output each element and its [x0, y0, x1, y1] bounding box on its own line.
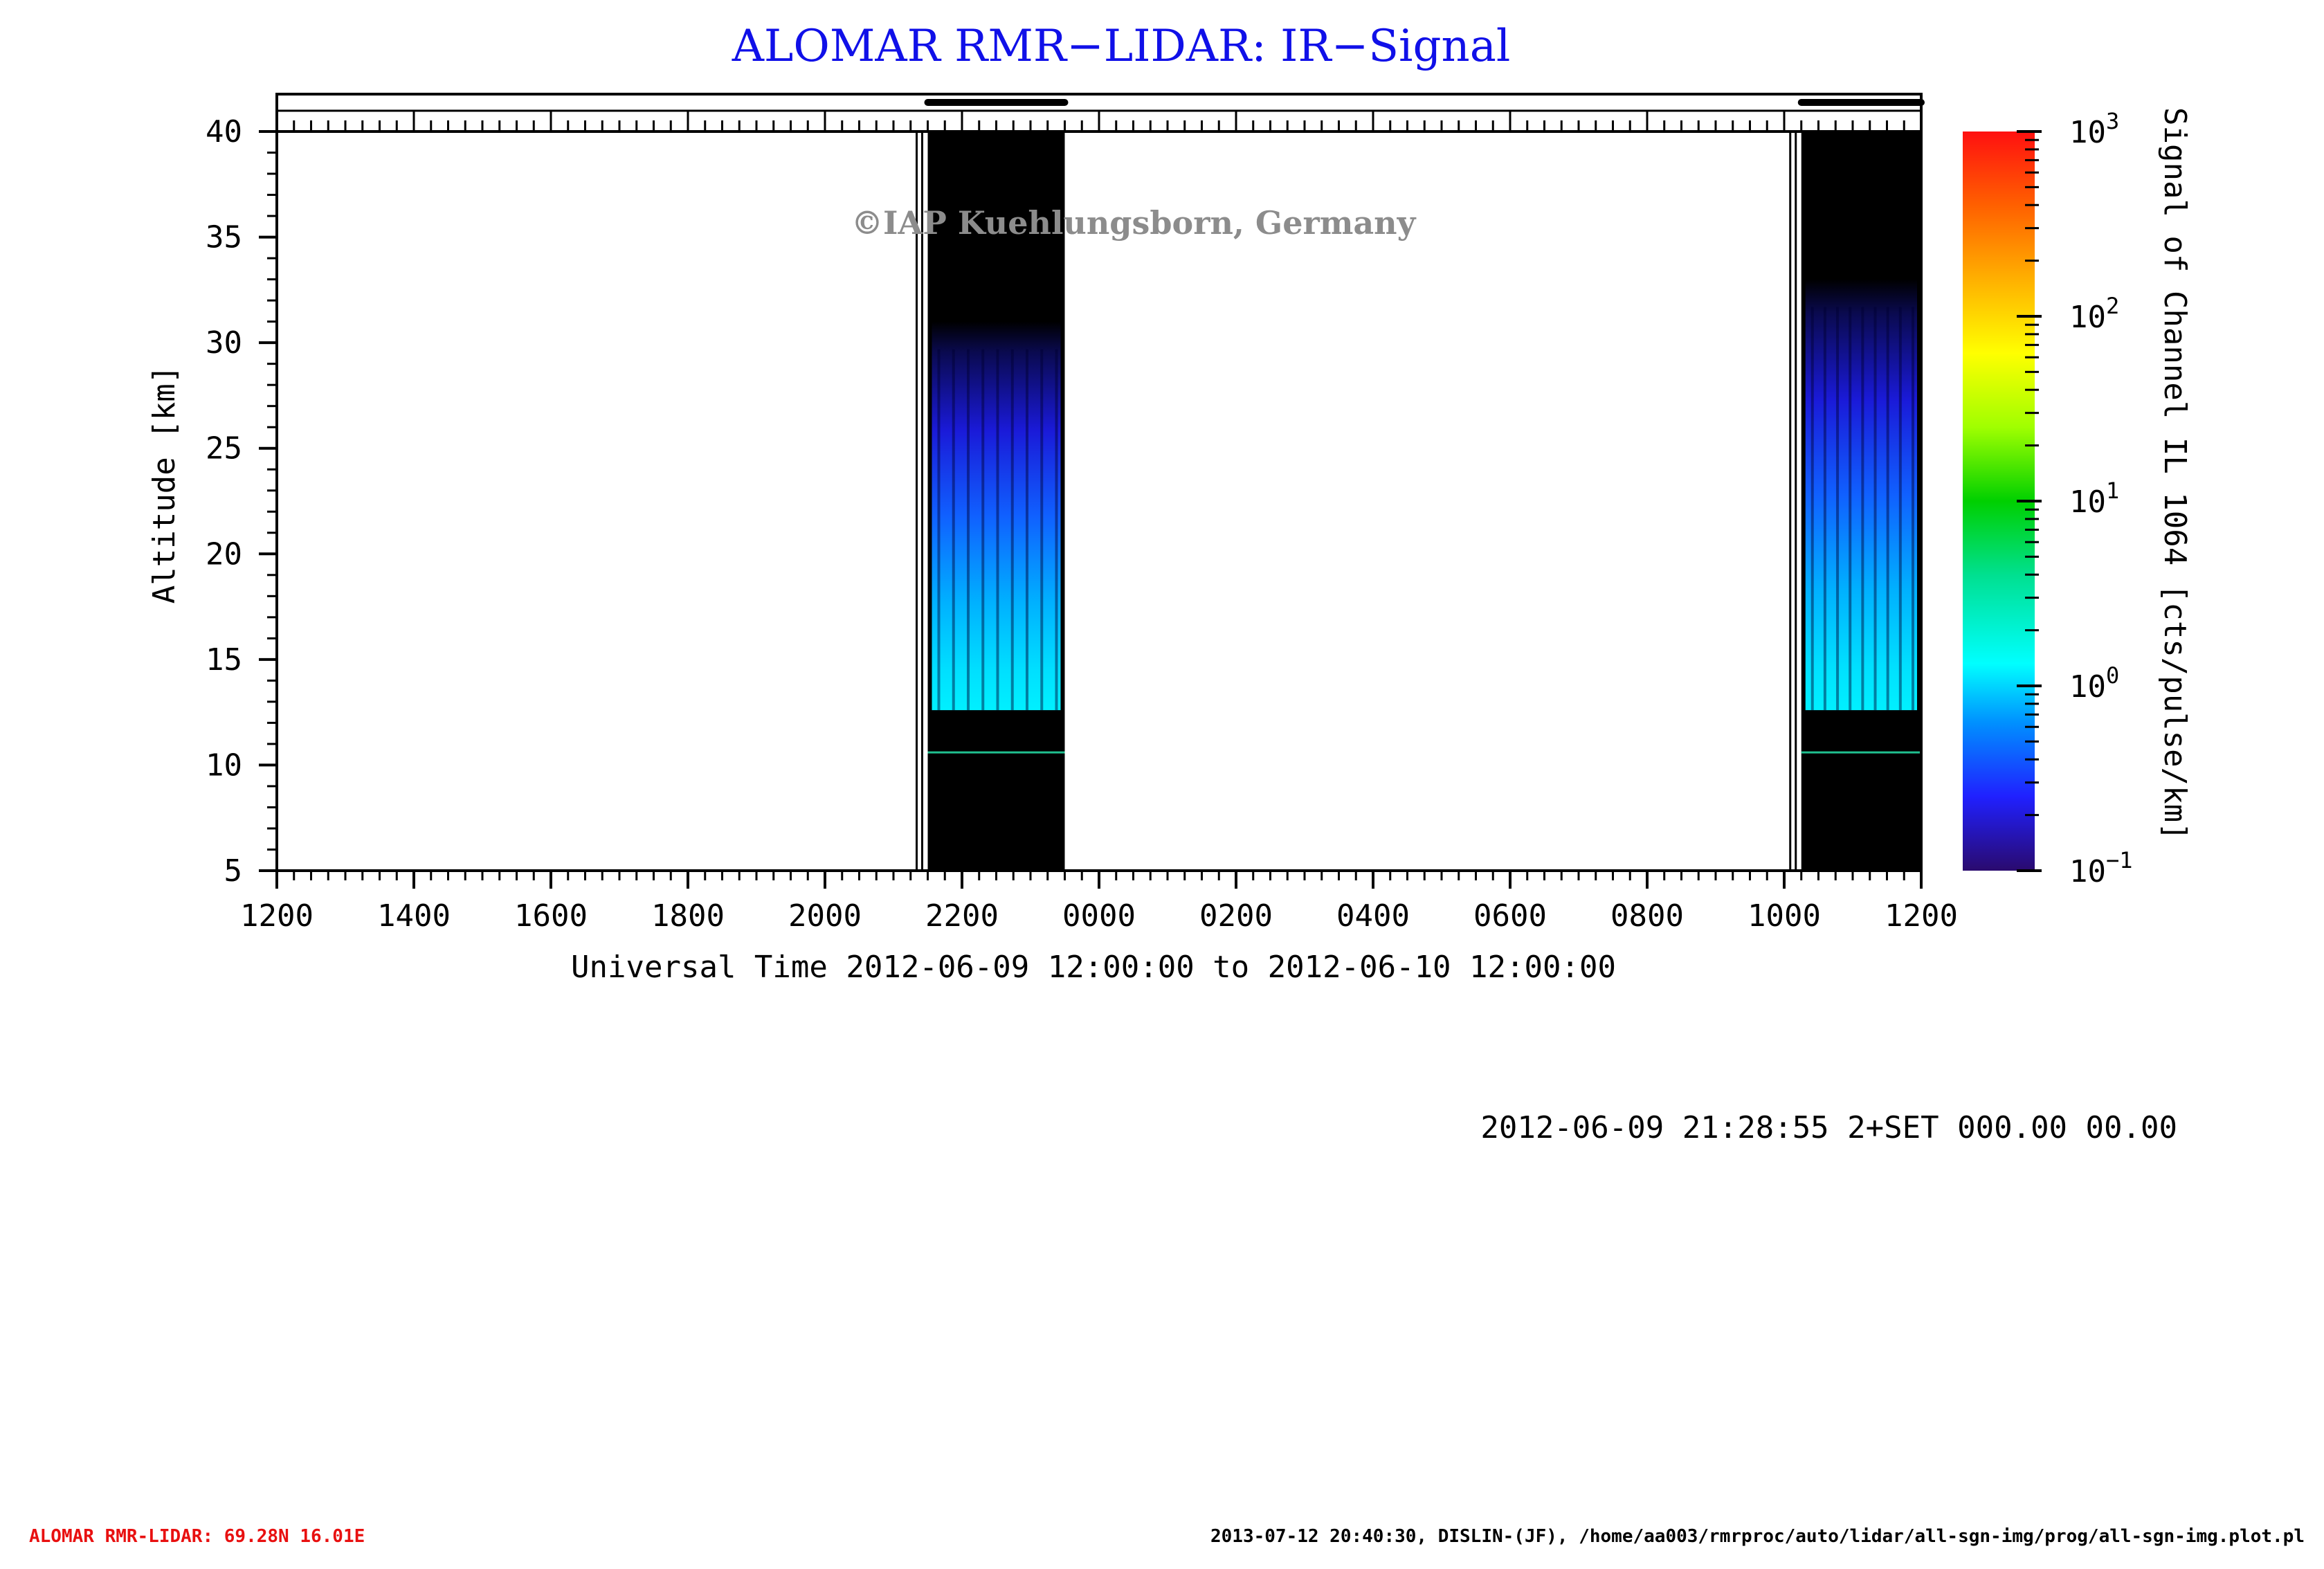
x-tick-label: 1400: [377, 898, 451, 934]
y-tick-label: 35: [206, 220, 242, 255]
signal-streak: [1823, 307, 1826, 711]
signal-region: [932, 321, 1061, 711]
y-tick-label: 20: [206, 536, 242, 572]
measurement-block-1: [916, 131, 1065, 871]
x-tick-label: 0600: [1473, 898, 1547, 934]
y-tick-label: 40: [206, 114, 242, 149]
watermark: ©IAP Kuehlungsborn, Germany: [851, 204, 1417, 242]
x-tick-label: 1800: [651, 898, 725, 934]
signal-region: [1805, 279, 1917, 711]
colorbar: 10−1 100 101 102 103: [1963, 108, 2133, 889]
signal-streak: [967, 349, 970, 711]
signal-streak: [1810, 307, 1814, 711]
plot-area: [275, 130, 1923, 872]
signal-streak: [1861, 307, 1864, 711]
colorbar-tick-label: 103: [2069, 108, 2119, 150]
signal-streak: [996, 349, 999, 711]
colorbar-label: Signal of Channel IL 1064 [cts/pulse/km]: [2157, 107, 2193, 841]
x-tick-label: 1200: [1885, 898, 1958, 934]
signal-streak: [1026, 349, 1028, 711]
y-tick-label: 10: [206, 747, 242, 783]
x-tick-label: 2200: [925, 898, 999, 934]
x-tick-label: 1200: [240, 898, 314, 934]
y-tick-label: 5: [224, 853, 243, 889]
y-tick-label: 15: [206, 642, 242, 678]
time-ruler-strip: [275, 93, 1925, 133]
x-axis-label: Universal Time 2012-06-09 12:00:00 to 20…: [571, 950, 1616, 985]
signal-streak: [1010, 349, 1014, 711]
colorbar-tick-label: 100: [2069, 662, 2119, 705]
signal-streak: [952, 349, 955, 711]
y-axis: 5 10 15 20 25 30 35 40: [206, 114, 277, 889]
signal-streak: [981, 349, 985, 711]
footer-provenance: 2013-07-12 20:40:30, DISLIN-(JF), /home/…: [1210, 1526, 2305, 1547]
info-line: 2012-06-09 21:28:55 2+SET 000.00 00.00: [1480, 1110, 2177, 1145]
y-tick-label: 25: [206, 431, 242, 466]
signal-streak: [1040, 349, 1044, 711]
x-tick-label: 0400: [1336, 898, 1410, 934]
signal-streak: [1912, 307, 1914, 711]
signal-streak: [1055, 349, 1058, 711]
x-tick-label: 1000: [1747, 898, 1821, 934]
signal-streak: [1836, 307, 1840, 711]
x-tick-label: 0200: [1199, 898, 1273, 934]
colorbar-tick-label: 10−1: [2069, 847, 2133, 889]
signal-streak: [1898, 307, 1902, 711]
footer-location: ALOMAR RMR-LIDAR: 69.28N 16.01E: [29, 1526, 365, 1547]
x-tick-label: 2000: [788, 898, 862, 934]
x-axis: 1200 1400 1600 1800 2000 2200 0000 0200 0400 0600…: [240, 871, 1958, 934]
signal-streak: [937, 349, 941, 711]
x-tick-label: 1600: [514, 898, 588, 934]
signal-streak: [1849, 307, 1852, 711]
y-tick-label: 30: [206, 325, 242, 361]
colorbar-tick-label: 102: [2069, 293, 2119, 335]
plot-background: [277, 131, 1921, 871]
x-tick-label: 0000: [1062, 898, 1136, 934]
colorbar-tick-label: 101: [2069, 478, 2119, 520]
measurement-block-2: [1789, 131, 1921, 871]
x-tick-label: 0800: [1610, 898, 1684, 934]
chart-title: ALOMAR RMR−LIDAR: IR−Signal: [732, 21, 1511, 72]
y-axis-label: Altitude [km]: [147, 365, 182, 604]
signal-streak: [1886, 307, 1889, 711]
signal-streak: [1873, 307, 1877, 711]
